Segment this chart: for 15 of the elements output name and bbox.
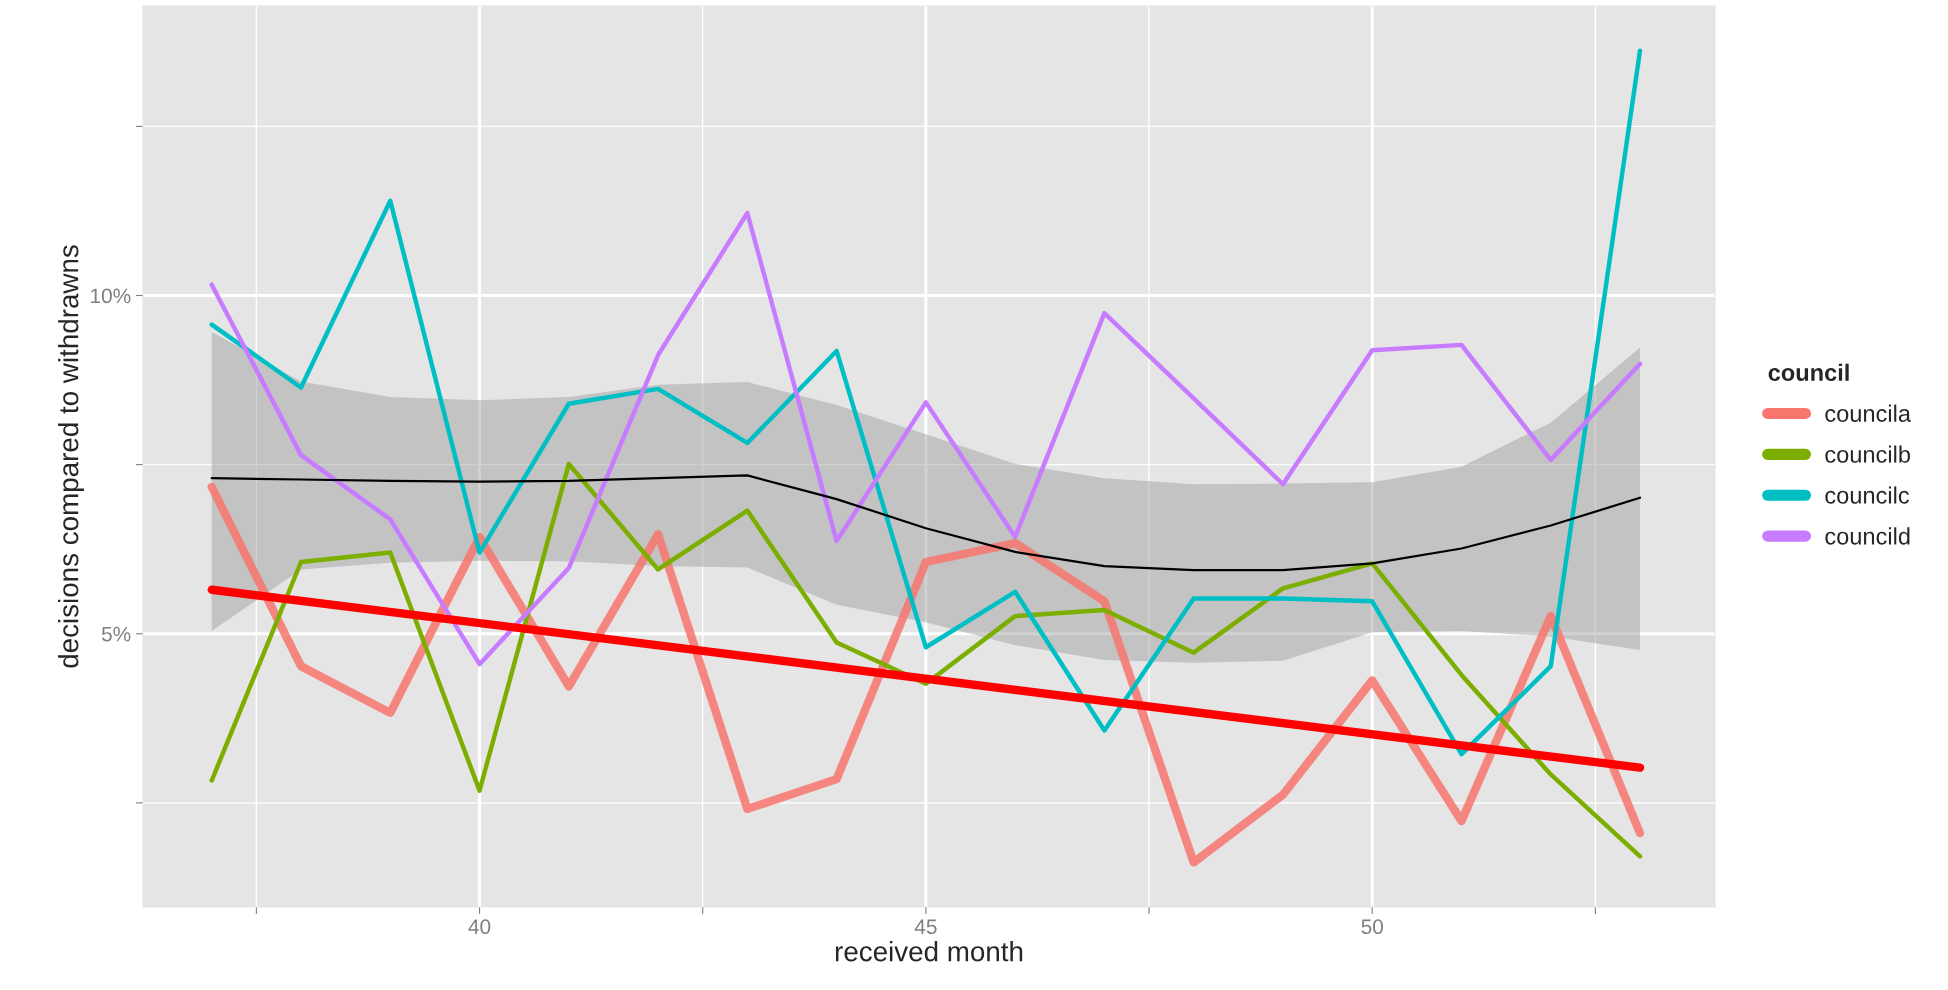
y-axis-title: decisions compared to withdrawns	[58, 245, 84, 668]
legend-label: councila	[1825, 404, 1911, 422]
legend-label: councilc	[1825, 486, 1910, 504]
line-series	[209, 210, 1643, 667]
x-tick-label: 45	[914, 919, 937, 935]
line-series	[210, 474, 1642, 572]
y-tick-label: 10%	[91, 288, 131, 304]
legend-label: councilb	[1825, 445, 1910, 463]
line-series	[209, 48, 1643, 757]
legend-title: council	[1768, 363, 1849, 382]
x-axis-title: received month	[835, 941, 1023, 962]
y-tick-label: 5%	[101, 626, 131, 642]
legend-label: councild	[1825, 527, 1910, 545]
x-tick-label: 40	[468, 919, 491, 935]
x-tick-label: 50	[1361, 919, 1383, 935]
